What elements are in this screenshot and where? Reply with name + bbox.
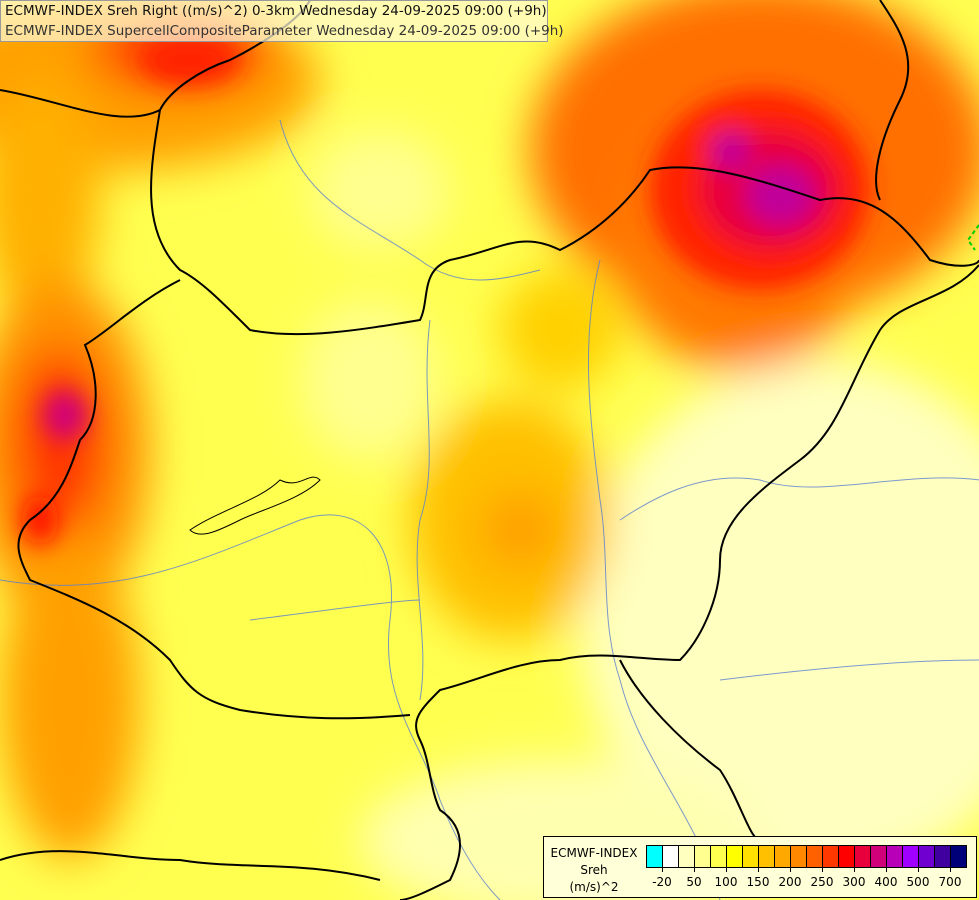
legend-tick-label: 500 [906,875,930,889]
legend-title: ECMWF-INDEX Sreh (m/s)^2 [548,845,640,896]
legend-swatch [679,846,695,867]
legend-swatch [663,846,679,867]
legend-swatch [727,846,743,867]
legend-source: ECMWF-INDEX [550,846,638,860]
legend-tick-label: 50 [686,875,702,889]
legend-swatch [839,846,855,867]
legend-swatch [951,846,966,867]
legend-tick [854,867,855,872]
legend-swatch [775,846,791,867]
legend-tick [950,867,951,872]
legend-tick [726,867,727,872]
sreh-core [22,35,870,545]
legend-swatch [711,846,727,867]
legend-swatch [855,846,871,867]
rivers [0,119,979,900]
legend-swatch [919,846,935,867]
legend-tick [758,867,759,872]
legend-swatch [935,846,951,867]
legend-tick [790,867,791,872]
legend-swatch [791,846,807,867]
legend-swatch [743,846,759,867]
legend-tick-label: 250 [810,875,834,889]
legend-swatch [903,846,919,867]
legend-swatch [759,846,775,867]
legend-swatch [647,846,663,867]
legend-tick-label: 200 [778,875,802,889]
legend-ticks: -20 50 100 150 200 250 300 400 500 700 [646,867,968,893]
legend-tick [918,867,919,872]
legend-tick [662,867,663,872]
color-legend: ECMWF-INDEX Sreh (m/s)^2 -20 50 100 150 200 2… [543,836,977,898]
legend-tick [886,867,887,872]
title-line-sreh: ECMWF-INDEX Sreh Right ((m/s)^2) 0-3km W… [5,3,547,19]
legend-tick-label: -20 [652,875,672,889]
legend-swatch [807,846,823,867]
legend-swatch [871,846,887,867]
legend-variable: Sreh [580,863,608,877]
legend-unit: (m/s)^2 [569,880,619,894]
legend-colorbar [646,845,967,868]
legend-swatch [695,846,711,867]
legend-tick [694,867,695,872]
legend-tick-label: 700 [938,875,962,889]
legend-swatch [823,846,839,867]
legend-tick-label: 150 [746,875,770,889]
map-title-box: ECMWF-INDEX Sreh Right ((m/s)^2) 0-3km W… [0,0,564,42]
legend-tick [822,867,823,872]
legend-tick-label: 400 [874,875,898,889]
title-line-scp: ECMWF-INDEX SupercellCompositeParameter … [5,23,564,39]
legend-tick-label: 100 [714,875,738,889]
legend-swatch [887,846,903,867]
legend-tick-label: 300 [842,875,866,889]
